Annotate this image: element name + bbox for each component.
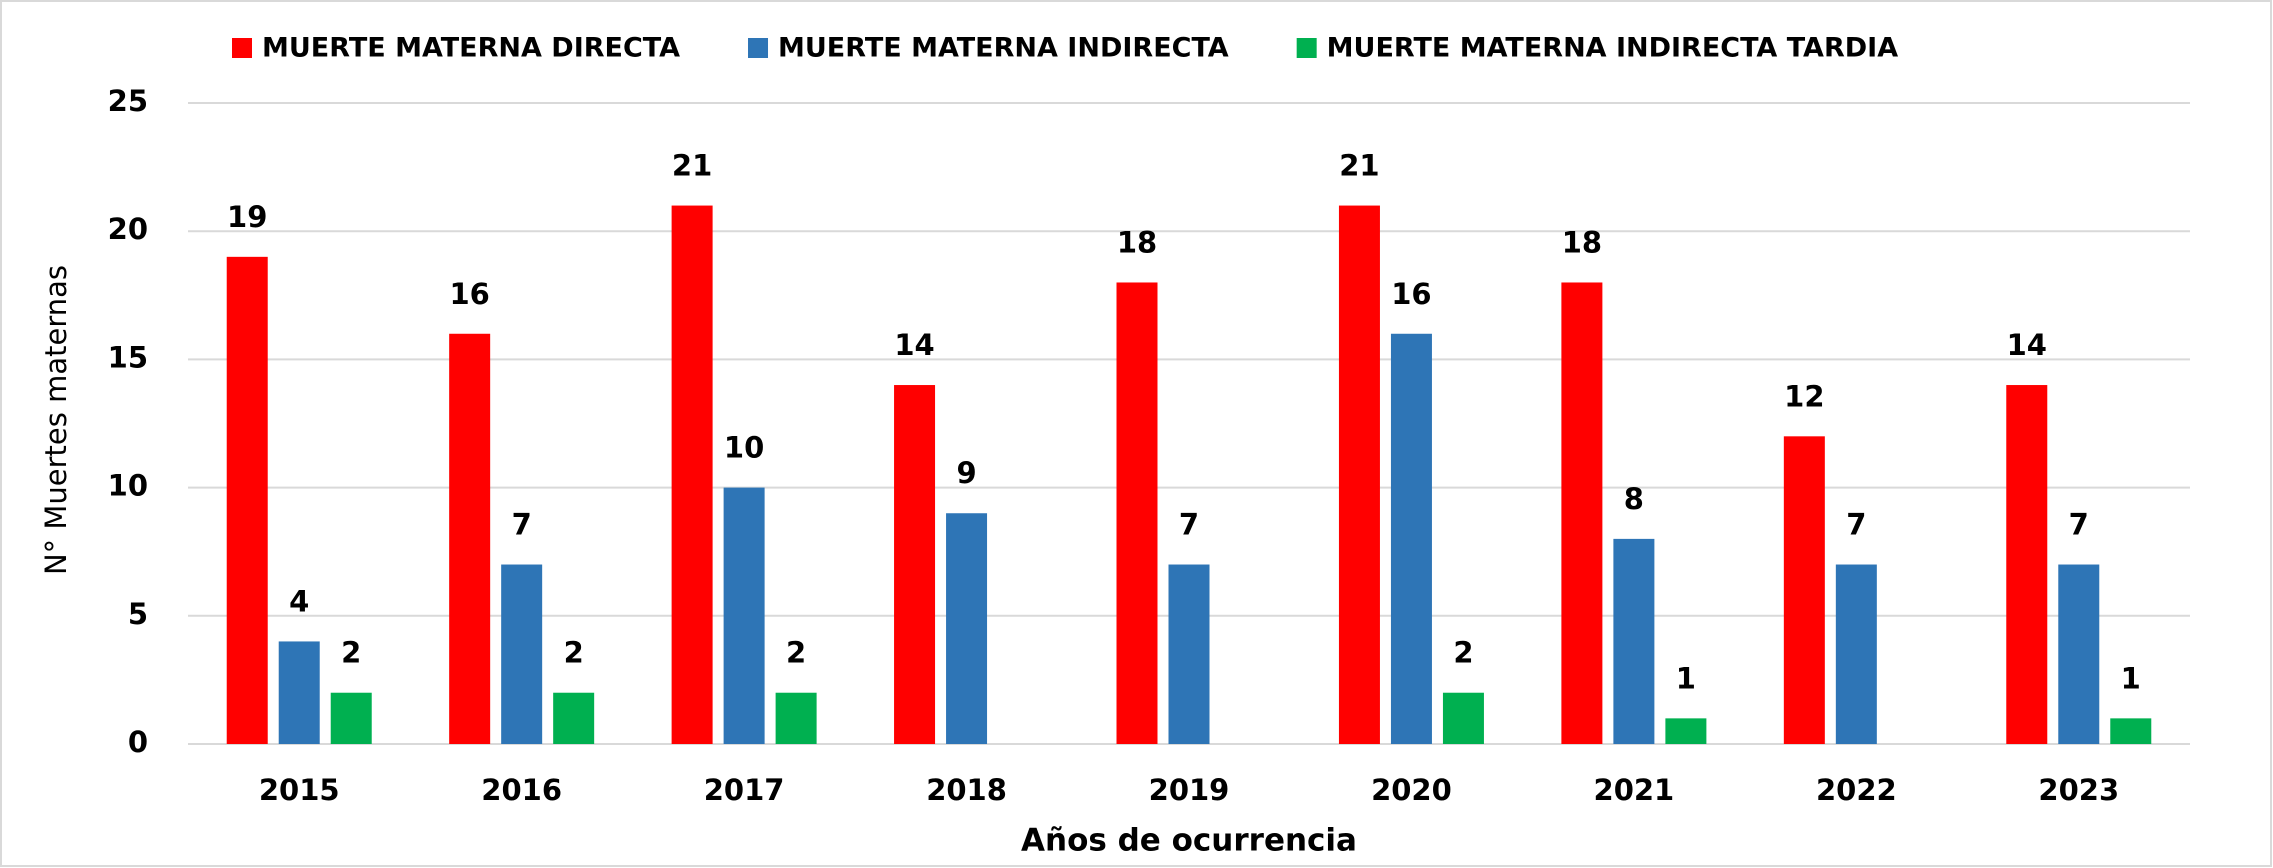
data-label: 7 — [1846, 508, 1866, 542]
bar — [1390, 333, 1432, 744]
bar — [501, 564, 543, 744]
bar — [1116, 282, 1158, 744]
x-tick-label: 2017 — [704, 773, 785, 807]
x-tick-label: 2018 — [926, 773, 1007, 807]
data-label: 21 — [672, 149, 712, 183]
legend-swatch — [748, 38, 769, 58]
bar — [1783, 436, 1825, 744]
legend-label: MUERTE MATERNA INDIRECTA TARDIA — [1327, 33, 1899, 64]
bar — [2058, 564, 2100, 744]
y-tick-label: 0 — [128, 725, 148, 759]
legend-label: MUERTE MATERNA DIRECTA — [262, 33, 680, 64]
bar — [894, 385, 936, 744]
bar — [946, 513, 988, 744]
x-tick-label: 2020 — [1371, 773, 1452, 807]
bar — [553, 692, 595, 744]
x-tick-label: 2016 — [481, 773, 562, 807]
x-tick-label: 2019 — [1149, 773, 1230, 807]
data-label: 12 — [1784, 379, 1824, 413]
bar — [1442, 692, 1484, 744]
data-label: 16 — [449, 277, 489, 311]
data-label: 2 — [786, 636, 806, 670]
x-tick-label: 2021 — [1594, 773, 1675, 807]
bar — [1613, 538, 1655, 744]
bar — [449, 333, 491, 744]
data-label: 10 — [724, 431, 764, 465]
data-label: 2 — [341, 636, 361, 670]
data-label: 1 — [1676, 661, 1696, 695]
data-label: 18 — [1562, 225, 1602, 259]
data-label: 21 — [1339, 149, 1379, 183]
y-tick-label: 20 — [108, 212, 148, 246]
bar — [2110, 718, 2152, 744]
legend-swatch — [232, 38, 252, 58]
data-label: 8 — [1624, 482, 1644, 516]
y-tick-label: 5 — [128, 597, 148, 631]
data-label: 2 — [1453, 636, 1473, 670]
bar — [671, 205, 713, 744]
data-label: 1 — [2121, 661, 2141, 695]
bar — [2006, 385, 2048, 744]
data-label: 4 — [289, 584, 309, 618]
y-tick-label: 15 — [108, 340, 148, 374]
data-label: 14 — [2007, 328, 2047, 362]
bar — [1168, 564, 1210, 744]
bar — [1665, 718, 1707, 744]
bar — [330, 692, 372, 744]
data-label: 7 — [512, 508, 532, 542]
data-label: 19 — [227, 200, 267, 234]
bar — [1561, 282, 1603, 744]
bar — [1835, 564, 1877, 744]
legend-swatch — [1296, 38, 1317, 58]
bar — [775, 692, 817, 744]
x-axis-title: Años de ocurrencia — [1021, 823, 1357, 859]
data-label: 18 — [1117, 225, 1157, 259]
data-label: 16 — [1391, 277, 1431, 311]
bar — [278, 641, 320, 744]
data-label: 7 — [2069, 508, 2089, 542]
y-tick-label: 25 — [108, 84, 148, 118]
x-tick-label: 2022 — [1816, 773, 1897, 807]
legend-label: MUERTE MATERNA INDIRECTA — [778, 33, 1229, 64]
data-label: 9 — [956, 456, 976, 490]
data-label: 14 — [894, 328, 934, 362]
bar — [226, 256, 268, 744]
data-label: 2 — [564, 636, 584, 670]
bar — [723, 487, 765, 744]
x-tick-label: 2015 — [259, 773, 340, 807]
bar — [1338, 205, 1380, 744]
y-tick-label: 10 — [108, 469, 148, 503]
data-label: 7 — [1179, 508, 1199, 542]
y-axis-title: N° Muertes maternas — [39, 265, 73, 575]
x-tick-label: 2023 — [2038, 773, 2119, 807]
